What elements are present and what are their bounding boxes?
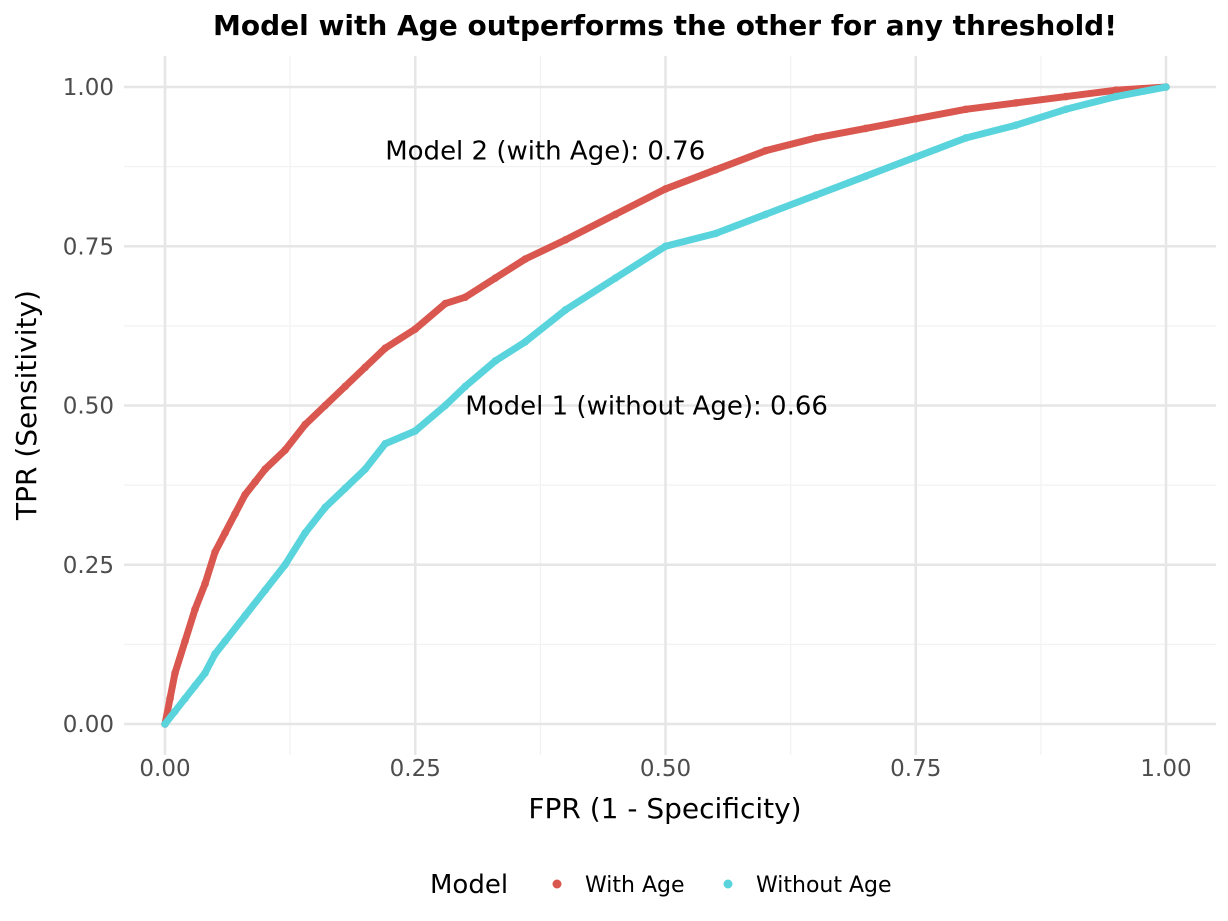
data-point [661, 242, 670, 251]
data-point [911, 153, 920, 161]
data-point [491, 274, 500, 282]
data-point [811, 134, 820, 142]
data-point [381, 439, 390, 448]
data-point [191, 681, 199, 690]
data-point [561, 306, 570, 314]
y-tick-labels: 0.00 0.25 0.50 0.75 1.00 [63, 75, 114, 738]
data-point [711, 166, 720, 174]
data-point [301, 529, 309, 537]
data-point [861, 172, 870, 180]
data-point [211, 548, 219, 556]
data-point [241, 490, 249, 499]
series-line [161, 83, 1170, 728]
data-point [761, 146, 770, 155]
legend-label-with-age: With Age [585, 873, 685, 898]
data-point [161, 720, 169, 728]
data-point [381, 344, 390, 352]
data-point [341, 484, 349, 493]
data-point [1012, 121, 1020, 130]
data-point [811, 191, 820, 200]
x-tick-label: 0.25 [390, 756, 441, 782]
data-point [1162, 83, 1170, 91]
data-point [491, 357, 500, 365]
legend-title: Model [430, 870, 508, 900]
data-point [411, 325, 420, 333]
legend-swatch-without-age [723, 879, 733, 889]
data-point [1062, 105, 1070, 114]
data-point [171, 707, 179, 716]
series-with-age [161, 83, 1170, 728]
data-point [211, 650, 219, 658]
x-tick-labels: 0.00 0.25 0.50 0.75 1.00 [139, 756, 1191, 782]
data-point [461, 293, 470, 302]
annotation-model-1: Model 1 (without Age): 0.66 [465, 392, 828, 422]
x-axis-title: FPR (1 - Specificity) [528, 792, 801, 825]
data-point [261, 465, 269, 474]
data-point [861, 124, 870, 133]
data-point [221, 529, 229, 537]
data-point [1012, 99, 1020, 107]
data-point [166, 694, 174, 703]
y-tick-label: 0.50 [63, 394, 114, 420]
data-point [221, 637, 229, 645]
x-tick-label: 0.00 [139, 756, 190, 782]
chart-title: Model with Age outperforms the other for… [213, 9, 1117, 42]
data-point [341, 382, 349, 391]
data-point [171, 669, 179, 677]
data-point [611, 210, 620, 219]
data-point [321, 503, 329, 512]
data-point [321, 401, 329, 410]
data-point [361, 465, 370, 474]
y-axis-title: TPR (Sensitivity) [10, 290, 43, 521]
legend: Model With Age Without Age [430, 870, 892, 900]
data-point [181, 637, 189, 645]
y-tick-label: 0.00 [63, 712, 114, 738]
data-point [411, 427, 420, 435]
data-point [661, 185, 670, 193]
x-tick-label: 1.00 [1140, 756, 1191, 782]
y-tick-label: 0.75 [63, 234, 114, 260]
data-point [441, 299, 450, 308]
y-tick-label: 1.00 [63, 75, 114, 101]
data-point [1112, 86, 1120, 94]
y-tick-label: 0.25 [63, 553, 114, 579]
data-point [962, 105, 970, 114]
data-point [1112, 92, 1120, 101]
data-point [962, 134, 970, 142]
data-point [201, 580, 209, 588]
data-point [711, 229, 720, 238]
data-point [521, 338, 530, 346]
data-point [201, 669, 209, 677]
data-point [561, 236, 570, 244]
data-point [181, 694, 189, 703]
data-point [1062, 92, 1070, 101]
data-point [361, 363, 370, 372]
data-point [261, 586, 269, 595]
legend-label-without-age: Without Age [756, 873, 892, 898]
data-point [231, 509, 239, 518]
legend-swatch-with-age [552, 879, 562, 889]
data-point [441, 401, 450, 410]
data-point [521, 255, 530, 263]
series-without-age [161, 83, 1170, 728]
data-point [281, 560, 289, 569]
data-point [461, 382, 470, 391]
data-point [191, 605, 199, 614]
data-point [761, 210, 770, 219]
annotation-model-2: Model 2 (with Age): 0.76 [385, 137, 705, 167]
data-point [281, 446, 289, 454]
data-point [911, 115, 920, 123]
data-point [301, 420, 309, 429]
x-tick-label: 0.50 [640, 756, 691, 782]
x-tick-label: 0.75 [890, 756, 941, 782]
data-point [241, 611, 249, 620]
data-point [611, 274, 620, 282]
data-point [251, 478, 259, 486]
